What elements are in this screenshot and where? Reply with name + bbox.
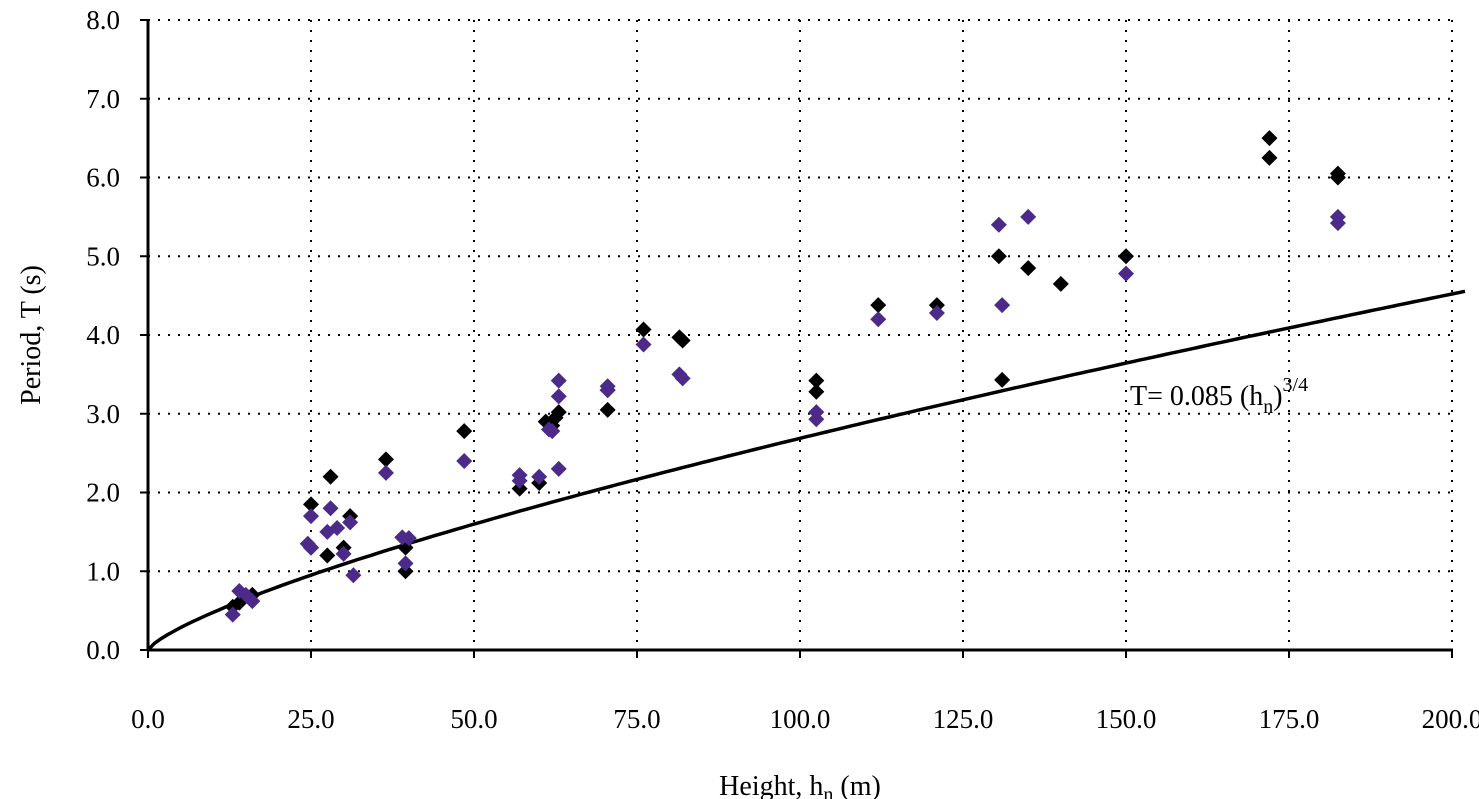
curve-annotation: T= 0.085 (hn)3/4 xyxy=(1130,374,1308,418)
x-tick-label: 175.0 xyxy=(1259,704,1320,734)
data-point xyxy=(635,321,652,338)
x-tick-label: 50.0 xyxy=(450,704,497,734)
x-tick-label: 25.0 xyxy=(287,704,334,734)
data-point xyxy=(1329,215,1346,232)
data-point xyxy=(322,500,339,517)
data-point xyxy=(531,468,548,485)
data-point xyxy=(342,514,359,531)
data-point xyxy=(550,404,567,421)
data-point xyxy=(377,451,394,468)
y-axis-label: Period, T (s) xyxy=(16,265,47,405)
y-tick-labels: 0.0 1.0 2.0 3.0 4.0 5.0 6.0 7.0 8.0 xyxy=(86,5,120,665)
data-point xyxy=(1118,248,1134,265)
data-point xyxy=(1020,208,1037,225)
data-point xyxy=(329,519,346,536)
data-point xyxy=(456,453,473,469)
data-point xyxy=(377,464,394,481)
data-points xyxy=(224,130,1346,623)
data-point xyxy=(990,248,1007,265)
x-axis-label: Height, hn (m) xyxy=(719,771,881,799)
series-purple xyxy=(224,208,1346,623)
data-point xyxy=(808,372,825,389)
data-point xyxy=(674,370,691,387)
gridlines xyxy=(140,19,1453,658)
data-point xyxy=(511,472,528,489)
data-point xyxy=(994,297,1011,314)
data-point xyxy=(550,388,567,405)
data-point xyxy=(322,468,339,485)
x-tick-labels: 0.0 25.0 50.0 75.0 100.0 125.0 150.0 175.0 200.0 xyxy=(131,704,1479,734)
data-point xyxy=(674,332,691,349)
x-tick-label: 125.0 xyxy=(933,704,994,734)
y-tick-label: 2.0 xyxy=(86,478,120,508)
data-point xyxy=(1020,260,1037,277)
data-point xyxy=(550,372,567,389)
data-point xyxy=(345,567,362,584)
data-point xyxy=(1261,149,1278,166)
data-point xyxy=(400,530,417,547)
data-point xyxy=(303,539,319,556)
data-point xyxy=(870,311,887,328)
data-point xyxy=(1118,265,1134,282)
y-tick-label: 8.0 xyxy=(86,5,120,35)
y-tick-label: 1.0 xyxy=(86,556,120,586)
series-black xyxy=(224,130,1346,615)
x-tick-label: 150.0 xyxy=(1096,704,1157,734)
x-tick-label: 100.0 xyxy=(770,704,831,734)
data-point xyxy=(808,411,825,428)
data-point xyxy=(397,555,414,572)
y-tick-label: 4.0 xyxy=(86,320,120,350)
x-tick-label: 75.0 xyxy=(613,704,660,734)
data-point xyxy=(1329,169,1346,186)
data-point xyxy=(335,545,352,562)
y-tick-label: 7.0 xyxy=(86,84,120,114)
data-point xyxy=(456,423,473,440)
data-point xyxy=(635,336,652,353)
data-point xyxy=(990,216,1007,233)
y-tick-label: 6.0 xyxy=(86,163,120,193)
data-point xyxy=(303,496,319,513)
formula-curve xyxy=(146,289,1466,652)
data-point xyxy=(599,382,616,399)
data-point xyxy=(599,401,616,418)
data-point xyxy=(870,297,887,314)
data-point xyxy=(550,460,567,477)
data-point xyxy=(303,508,319,525)
y-tick-label: 0.0 xyxy=(86,635,120,665)
data-point xyxy=(1261,130,1278,147)
x-tick-label: 0.0 xyxy=(131,704,165,734)
data-point xyxy=(994,371,1011,388)
axes xyxy=(146,20,1453,652)
data-point xyxy=(1052,275,1069,292)
data-point xyxy=(544,423,561,440)
data-point xyxy=(319,547,336,564)
data-point xyxy=(928,304,945,321)
y-tick-label: 3.0 xyxy=(86,399,120,429)
y-tick-label: 5.0 xyxy=(86,241,120,271)
data-point xyxy=(244,593,261,610)
data-point xyxy=(808,383,825,400)
data-point xyxy=(224,606,241,623)
x-tick-label: 200.0 xyxy=(1422,704,1479,734)
